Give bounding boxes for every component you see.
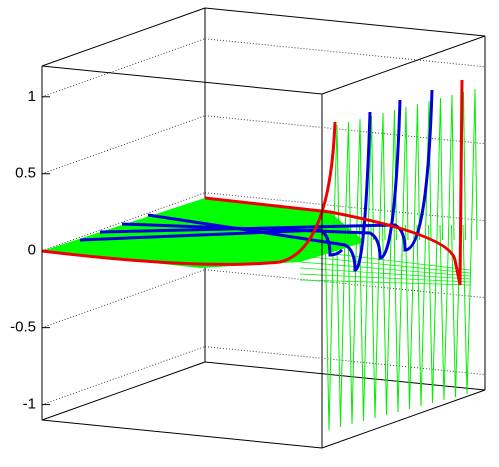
mesh-line: [336, 121, 351, 428]
red-curve: [204, 79, 464, 286]
mesh-line: [428, 97, 443, 404]
grid-line: [41, 115, 206, 175]
grid-line: [41, 346, 206, 406]
box-edge: [41, 65, 323, 95]
mesh-line: [299, 273, 471, 283]
blue-curve: [121, 99, 402, 260]
z-tick-label: 0: [28, 242, 36, 259]
box-edge: [321, 389, 486, 449]
mesh-line: [382, 109, 397, 416]
mesh-line: [462, 88, 478, 395]
grid-line: [204, 269, 486, 299]
grid-line: [41, 269, 206, 329]
mesh-line: [299, 261, 471, 277]
z-tick-label: 0.5: [15, 165, 36, 182]
z-tick-label: -0.5: [10, 319, 36, 336]
box-edge: [204, 7, 486, 37]
box-edge: [41, 419, 323, 449]
grid-line: [204, 192, 486, 222]
box-edge: [321, 35, 486, 95]
surface-fill: [42, 198, 365, 268]
box-edge: [41, 7, 206, 67]
box-edge: [204, 361, 486, 391]
z-tick-label: -1: [23, 396, 36, 413]
blue-curve: [79, 228, 344, 257]
mesh-line: [439, 94, 455, 401]
grid-line: [204, 38, 486, 68]
mesh-line: [347, 118, 363, 425]
mesh-line: [299, 249, 471, 271]
mesh-line: [359, 115, 374, 422]
mesh-line: [393, 106, 409, 413]
mesh-line: [299, 279, 471, 286]
grid-line: [41, 38, 206, 98]
mesh-line: [405, 103, 420, 410]
grid-line: [41, 192, 206, 252]
surface: [41, 79, 478, 431]
grid-line: [204, 346, 486, 376]
box-edge: [41, 361, 206, 421]
mesh-line: [299, 267, 471, 280]
blue-curve: [147, 111, 372, 272]
z-tick-label: 1: [28, 88, 36, 105]
mesh-line: [299, 255, 471, 274]
grid-line: [204, 115, 486, 145]
red-curve: [41, 121, 337, 266]
